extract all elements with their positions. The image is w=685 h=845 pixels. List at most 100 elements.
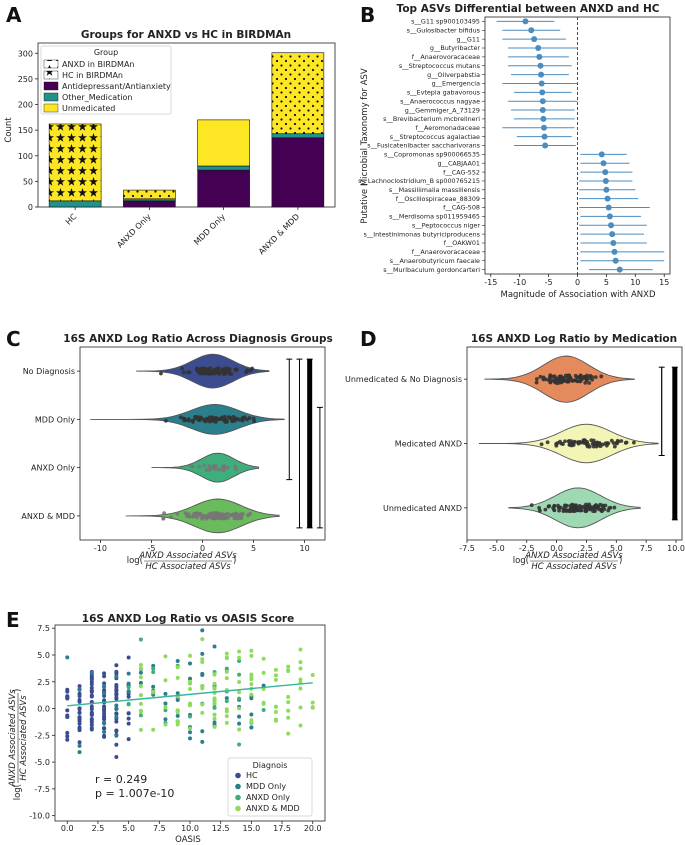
chart-e-legend-marker — [235, 794, 241, 801]
chart-b-point — [610, 239, 617, 246]
chart-c-title: 16S ANXD Log Ratio Across Diagnosis Grou… — [63, 333, 332, 345]
chart-b-ytick-label: s__Anaerobutyricum faecale — [390, 257, 480, 265]
scatter-point-anxd-mdd — [224, 676, 229, 681]
chart-e-ytick-label: -5.0 — [34, 758, 50, 767]
scatter-point-anxd-only — [138, 713, 143, 718]
scatter-point-mdd-only — [175, 658, 180, 663]
violin-point — [537, 508, 542, 513]
panel-label-d: D — [360, 327, 377, 351]
scatter-point-hc — [89, 689, 94, 694]
bar-other-medication-0 — [48, 200, 102, 208]
chart-e-xtick-label: 10.0 — [181, 824, 199, 833]
scatter-point-anxd-mdd — [175, 665, 180, 670]
violin-point — [186, 512, 191, 517]
chart-e-stat-p: p = 1.007e-10 — [95, 787, 174, 800]
violin-point — [229, 372, 234, 376]
violin-point — [541, 375, 546, 380]
violin-point — [223, 512, 228, 517]
scatter-point-anxd-mdd — [175, 710, 180, 715]
scatter-point-hc — [114, 695, 119, 700]
scatter-point-anxd-mdd — [310, 700, 315, 705]
scatter-point-anxd-mdd — [212, 696, 217, 701]
chart-b-point — [540, 124, 547, 131]
chart-b-ylabel: Putative Microbial Taxonomy for ASV — [360, 68, 370, 224]
scatter-point-hc — [65, 730, 70, 735]
scatter-point-hc — [65, 737, 70, 742]
chart-b-xtick-label: 10 — [630, 278, 640, 287]
violin-point — [193, 415, 198, 419]
scatter-point-hc — [89, 676, 94, 681]
scatter-point-hc — [102, 681, 107, 686]
scatter-point-hc — [102, 674, 107, 679]
scatter-point-mdd-only — [175, 691, 180, 696]
chart-b-point — [542, 142, 549, 149]
violin-point — [231, 512, 236, 517]
scatter-point-anxd-mdd — [200, 637, 205, 642]
scatter-point-anxd-mdd — [200, 683, 205, 688]
violin-point — [216, 467, 221, 472]
violin-point — [159, 371, 163, 376]
violin-point — [579, 508, 584, 513]
scatter-point-hc — [102, 704, 107, 709]
scatter-point-anxd-mdd — [138, 666, 143, 671]
violin-point — [214, 416, 219, 421]
violin-point — [204, 468, 209, 472]
panel-c-violin: 16S ANXD Log Ratio Across Diagnosis Grou… — [21, 333, 332, 572]
chart-b-point — [531, 36, 538, 43]
violin-point — [615, 441, 619, 446]
chart-b-xtick-label: -10 — [513, 278, 526, 287]
chart-b-ytick-label: f__CAG-552 — [443, 168, 480, 176]
violin-point — [590, 375, 595, 379]
violin-point — [209, 514, 214, 519]
violin-point — [561, 378, 566, 382]
violin-point — [589, 438, 594, 443]
violin-point — [534, 380, 539, 385]
scatter-point-hc — [126, 737, 131, 742]
chart-b-xlabel: Magnitude of Association with ANXD — [500, 290, 655, 300]
chart-b-ytick-label: f__Oscillospiraceae_88309 — [396, 195, 480, 203]
chart-d-xlabel-prefix: log( — [513, 556, 529, 566]
chart-c-xtick-label: -10 — [94, 544, 107, 553]
chart-e-ylabel: log( ANXD Associated ASVs HC Associated … — [8, 689, 29, 801]
violin-point — [603, 441, 608, 446]
scatter-point-anxd-only — [237, 742, 242, 747]
violin-point — [571, 378, 575, 383]
scatter-point-hc — [114, 742, 119, 747]
chart-e-xtick-label: 2.5 — [92, 824, 105, 833]
violin-point — [548, 375, 552, 380]
panel-label-b: B — [360, 3, 375, 27]
violin-point — [565, 378, 570, 383]
scatter-point-mdd-only — [77, 743, 82, 748]
scatter-point-anxd-mdd — [188, 686, 192, 691]
scatter-point-anxd-mdd — [298, 660, 303, 665]
scatter-point-hc — [89, 727, 94, 732]
scatter-point-anxd-mdd — [249, 720, 254, 725]
scatter-point-mdd-only — [114, 733, 119, 738]
chart-b-point — [539, 89, 546, 96]
chart-d-xtick-label: -2.5 — [519, 544, 535, 553]
scatter-point-hc — [114, 755, 119, 760]
chart-e-ytick-label: -10.0 — [29, 812, 50, 821]
scatter-point-mdd-only — [200, 729, 205, 734]
scatter-point-anxd-mdd — [310, 705, 315, 710]
chart-e-fit-line — [67, 682, 313, 707]
scatter-point-mdd-only — [151, 663, 156, 668]
chart-c-xtick-label: 0 — [200, 544, 205, 553]
scatter-point-hc — [65, 695, 70, 700]
scatter-point-anxd-mdd — [188, 653, 192, 658]
violin-anxd-only — [151, 452, 260, 483]
violin-point — [554, 441, 559, 446]
chart-e-xtick-label: 17.5 — [273, 824, 291, 833]
scatter-point-hc — [102, 726, 107, 731]
chart-b-xtick-label: 0 — [575, 278, 580, 287]
violin-point — [584, 508, 589, 513]
chart-b-ytick-label: f__CAG-508 — [443, 204, 480, 212]
chart-e-xtick-label: 12.5 — [212, 824, 230, 833]
violin-point — [200, 516, 204, 521]
scatter-point-hc — [77, 740, 82, 745]
violin-point — [593, 375, 598, 380]
violin-point — [207, 369, 212, 374]
scatter-point-anxd-mdd — [224, 720, 229, 725]
violin-point — [588, 507, 593, 512]
scatter-point-anxd-mdd — [212, 672, 217, 677]
